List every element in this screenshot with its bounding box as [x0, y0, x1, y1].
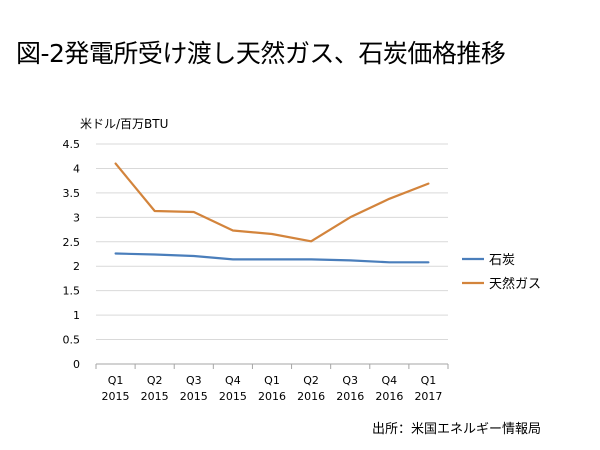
grid-lines [96, 143, 448, 365]
page-title: 図-2発電所受け渡し天然ガス、石炭価格推移 [16, 39, 506, 68]
y-tick-label: 0 [73, 358, 80, 371]
x-tick-label-year: 2015 [102, 390, 130, 403]
y-tick-label: 3.5 [63, 187, 81, 200]
series-line-coal [114, 252, 430, 264]
x-tick-label-year: 2016 [258, 390, 286, 403]
series-lines [114, 162, 430, 264]
y-axis-unit-label: 米ドル/百万BTU [80, 117, 169, 131]
y-tick-label: 4.5 [63, 138, 81, 151]
source-note: 出所：米国エネルギー情報局 [372, 422, 542, 437]
legend-label: 天然ガス [489, 276, 541, 292]
y-tick-label: 3 [73, 211, 80, 224]
y-tick-label: 1.5 [63, 285, 81, 298]
x-tick-label-year: 2016 [375, 390, 403, 403]
x-tick-label-quarter: Q1 [421, 374, 437, 387]
x-tick-label-year: 2017 [414, 390, 442, 403]
x-tick-label-quarter: Q3 [186, 374, 202, 387]
x-tick-label-quarter: Q2 [147, 374, 163, 387]
x-tick-label-quarter: Q2 [303, 374, 319, 387]
y-tick-label: 1 [73, 309, 80, 322]
x-tick-label-year: 2016 [336, 390, 364, 403]
x-tick-label-quarter: Q1 [264, 374, 280, 387]
x-tick-label-quarter: Q1 [108, 374, 124, 387]
x-tick-label-year: 2016 [297, 390, 325, 403]
y-tick-label: 2.5 [63, 236, 81, 249]
y-tick-label: 2 [73, 260, 80, 273]
x-tick-label-year: 2015 [180, 390, 208, 403]
x-tick-label-quarter: Q3 [342, 374, 358, 387]
legend-label: 石炭 [489, 253, 515, 268]
y-tick-label: 0.5 [63, 334, 81, 347]
x-tick-label-quarter: Q4 [381, 374, 397, 387]
y-axis-ticks: 0 0.5 1 1.5 2 2.5 3 3.5 4 4.5 [63, 138, 81, 371]
series-line-natural-gas [114, 162, 430, 243]
x-tick-label-year: 2015 [141, 390, 169, 403]
x-tick-label-year: 2015 [219, 390, 247, 403]
x-axis-ticks: Q1 2015 Q2 2015 Q3 2015 Q4 2015 Q1 2016 Q2 2016 Q3 20… [95, 364, 449, 403]
x-tick-label-quarter: Q4 [225, 374, 241, 387]
y-tick-label: 4 [73, 162, 80, 175]
